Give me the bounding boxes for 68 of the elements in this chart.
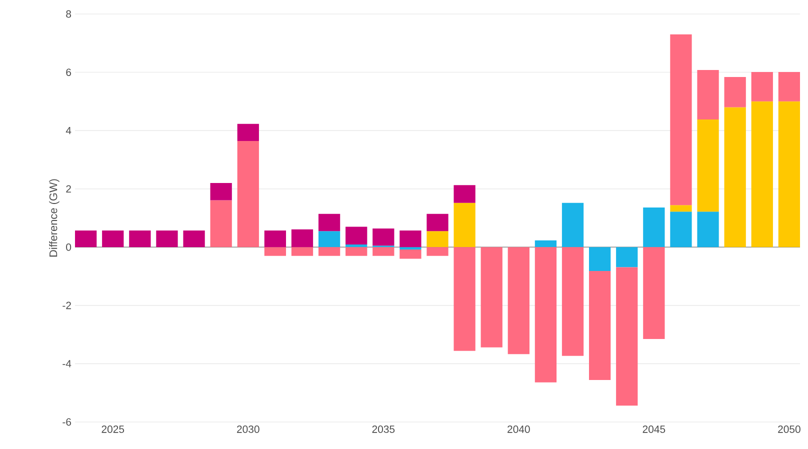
x-tick-label: 2050 [778,426,800,433]
bar [534,247,557,382]
bar [372,228,394,246]
bar [426,231,448,248]
bar [372,247,394,256]
bar [102,230,124,248]
y-tick-label: 0 [66,243,72,251]
bar [346,247,368,256]
bar [129,230,151,248]
bar [480,247,502,348]
x-tick-label: 2040 [508,426,530,433]
y-tick-label: 4 [66,126,72,134]
bar [670,205,692,212]
bar [751,72,773,102]
bar [426,247,448,256]
y-tick-label: -4 [62,360,72,368]
y-tick-label: 6 [66,68,72,76]
x-tick-label: 2045 [642,426,666,433]
bar [697,119,719,212]
bar [318,231,340,248]
bar [400,230,422,248]
bar [724,76,746,108]
bar [562,247,584,356]
y-tick-label: 8 [66,10,72,18]
bar [643,208,665,248]
bar [724,107,746,248]
bar [264,230,286,248]
bar [778,101,800,248]
bar [589,271,611,380]
y-tick-label: -6 [62,418,72,426]
bar [589,247,611,272]
bar [616,267,638,406]
bar [237,124,259,142]
bar [616,247,638,268]
bar [778,72,800,102]
bar [643,247,665,339]
bar [670,212,692,248]
bar [400,249,422,259]
bar [346,244,368,248]
y-tick-label: -2 [62,302,71,310]
bar [318,214,340,232]
bar [291,229,314,248]
bar [318,247,340,256]
bar [291,247,314,256]
bar [534,240,557,248]
bar [697,212,719,248]
bar [454,185,476,203]
bar [454,202,476,248]
bar [454,247,476,351]
bar [210,183,232,200]
y-tick-label: 2 [66,185,71,192]
bar [346,226,368,245]
bar [237,141,259,248]
bar [75,230,97,248]
bar [751,101,773,248]
bar [210,200,232,248]
x-tick-label: 2025 [102,426,124,433]
bar [562,202,584,248]
bar [508,247,530,354]
bar [183,230,205,248]
x-tick-label: 2030 [237,426,260,433]
x-tick-label: 2035 [372,426,395,433]
bar [426,214,448,232]
bar [264,247,286,256]
y-axis-title: Difference (GW) [49,179,60,257]
bar [697,70,719,120]
bar [670,34,692,206]
bar [156,230,178,248]
